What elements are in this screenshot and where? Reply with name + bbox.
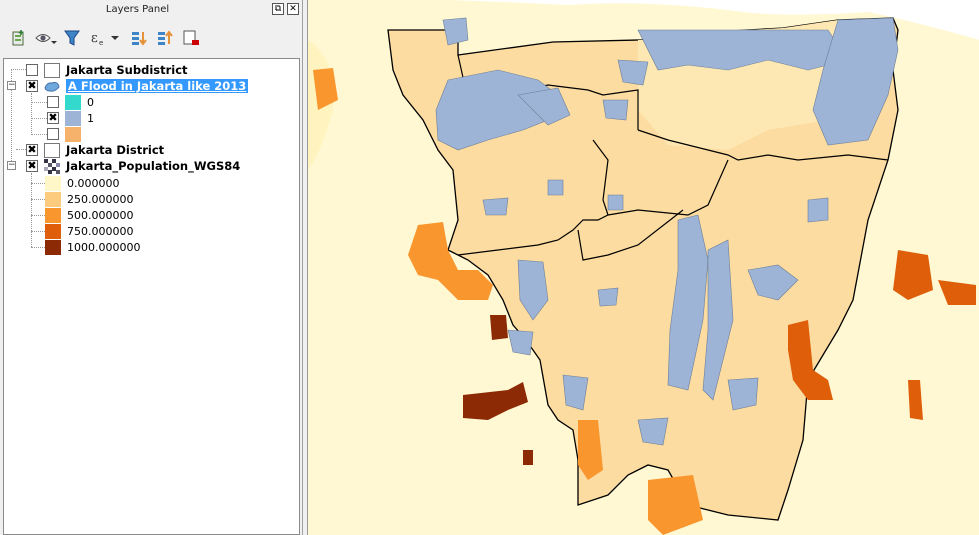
map-rendering: [308, 0, 979, 535]
tree-line: [31, 93, 32, 135]
legend-row: 1000.000000: [45, 239, 140, 255]
expand-all-button[interactable]: [128, 26, 150, 50]
filter-button[interactable]: [62, 26, 82, 50]
layer-row-flood-2013[interactable]: ✖ A Flood in Jakarta like 2013: [26, 78, 249, 94]
legend-row: 0.000000: [45, 175, 120, 191]
collapse-toggle[interactable]: −: [7, 160, 16, 170]
polygon-symbol-icon: [44, 62, 60, 78]
legend-row: 750.000000: [45, 223, 133, 239]
layers-panel: Layers Panel ⧉ ✕ ε: [0, 0, 303, 535]
map-canvas[interactable]: [307, 0, 979, 535]
legend-color-swatch: [45, 223, 61, 239]
polygon-symbol-icon: [44, 142, 60, 158]
class-label: 1: [87, 111, 94, 125]
tree-line: [31, 247, 45, 248]
legend-color-swatch: [45, 239, 61, 255]
layer-row-jakarta-population[interactable]: ✖ Jakarta_Population_WGS84: [26, 158, 240, 174]
tree-line: [31, 199, 45, 200]
close-panel-button[interactable]: ✕: [287, 3, 299, 15]
legend-color-swatch: [45, 191, 61, 207]
legend-row: 250.000000: [45, 191, 133, 207]
legend-label: 500.000000: [67, 208, 134, 222]
class-color-swatch: [65, 126, 81, 142]
expression-filter-icon: ε e: [91, 31, 119, 47]
legend-color-swatch: [45, 175, 61, 191]
legend-label: 750.000000: [67, 224, 134, 238]
tree-line: [31, 118, 47, 119]
legend-label: 250.000000: [67, 192, 134, 206]
tree-line: [31, 215, 45, 216]
panel-title: Layers Panel: [105, 4, 170, 15]
layer-row-jakarta-district[interactable]: ✖ Jakarta District: [26, 142, 164, 158]
legend-label: 1000.000000: [67, 240, 141, 254]
expression-filter-button[interactable]: ε e: [88, 26, 122, 50]
layer-visibility-checkbox[interactable]: ✖: [26, 79, 38, 92]
legend-label: 0.000000: [67, 176, 120, 190]
layer-name: Jakarta_Population_WGS84: [66, 159, 241, 173]
tree-line: [31, 134, 47, 135]
polygon-layer-icon: [44, 79, 60, 94]
collapse-all-button[interactable]: [154, 26, 176, 50]
class-visibility-checkbox[interactable]: [47, 96, 59, 108]
visibility-button[interactable]: [34, 26, 58, 50]
visibility-eye-icon: [35, 34, 57, 44]
svg-text:e: e: [99, 39, 103, 47]
layer-visibility-checkbox[interactable]: [26, 64, 38, 76]
collapse-all-icon: [158, 30, 173, 45]
expand-all-icon: [132, 32, 147, 46]
layer-visibility-checkbox[interactable]: ✖: [26, 159, 38, 172]
panel-titlebar: Layers Panel ⧉ ✕: [0, 0, 303, 20]
add-group-icon: [12, 30, 24, 46]
filter-icon: [64, 30, 80, 46]
class-visibility-checkbox[interactable]: [47, 128, 59, 140]
layer-row-jakarta-subdistrict[interactable]: Jakarta Subdistrict: [26, 62, 188, 78]
raster-layer-icon: [44, 158, 60, 174]
class-visibility-checkbox[interactable]: ✖: [47, 111, 59, 124]
layer-name: Jakarta District: [66, 143, 165, 157]
class-label: 0: [87, 95, 94, 109]
tree-line: [11, 69, 12, 169]
collapse-toggle[interactable]: −: [7, 80, 16, 90]
flood-class-row[interactable]: [47, 126, 87, 142]
legend-color-swatch: [45, 207, 61, 223]
tree-line: [31, 231, 45, 232]
tree-line: [31, 102, 47, 103]
remove-layer-button[interactable]: [180, 26, 202, 50]
layer-tree: Jakarta Subdistrict − ✖ A Flood in Jakar…: [3, 58, 300, 535]
layer-name: Jakarta Subdistrict: [66, 63, 188, 77]
tree-line: [16, 149, 28, 150]
svg-text:ε: ε: [91, 31, 98, 46]
tree-line: [31, 173, 32, 247]
flood-class-row[interactable]: 0: [47, 94, 94, 110]
layer-visibility-checkbox[interactable]: ✖: [26, 143, 38, 156]
layer-name: A Flood in Jakarta like 2013: [66, 79, 249, 93]
class-color-swatch: [65, 94, 81, 110]
layers-toolbar: ε e: [0, 22, 303, 56]
tree-line: [31, 183, 45, 184]
flood-class-row[interactable]: ✖ 1: [47, 110, 94, 126]
add-group-button[interactable]: [8, 26, 30, 50]
tree-line: [11, 69, 28, 70]
legend-row: 500.000000: [45, 207, 133, 223]
float-panel-button[interactable]: ⧉: [272, 3, 284, 15]
class-color-swatch: [65, 110, 81, 126]
remove-layer-icon: [183, 30, 199, 45]
